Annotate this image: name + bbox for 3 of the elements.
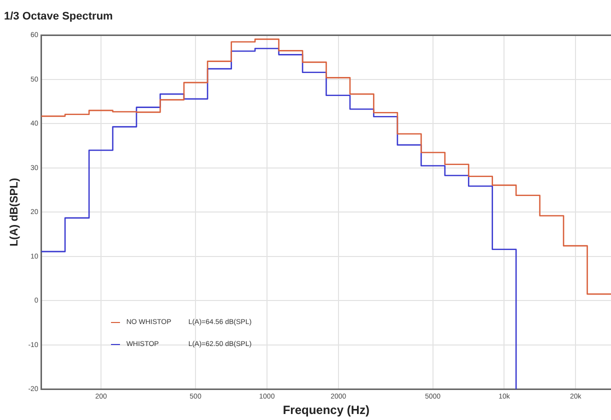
- x-axis-title: Frequency (Hz): [282, 403, 370, 418]
- chart-title: 1/3 Octave Spectrum: [4, 10, 114, 23]
- y-axis-title: L(A) dB(SPL): [8, 178, 21, 246]
